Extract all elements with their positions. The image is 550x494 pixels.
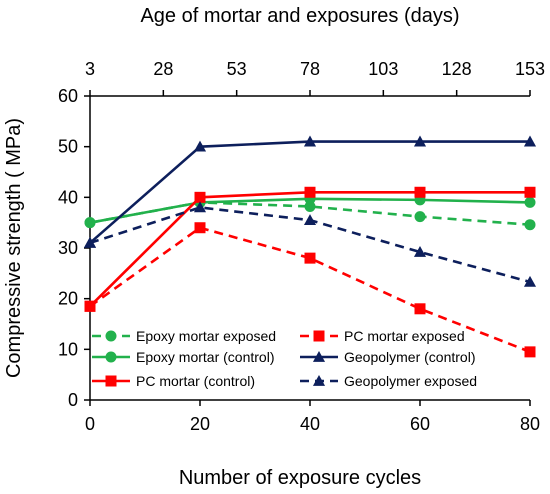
data-point <box>523 275 537 287</box>
data-point <box>193 140 207 152</box>
x-tick-label: 0 <box>85 414 95 434</box>
legend-item: PC mortar exposed <box>300 328 465 344</box>
data-point <box>312 374 326 386</box>
legend-label: Geopolymer (control) <box>344 349 476 365</box>
y-axis-title: Compressive strength ( MPa) <box>3 118 25 378</box>
legend-item: Epoxy mortar (control) <box>92 349 274 365</box>
data-point <box>524 186 536 198</box>
data-point <box>413 135 427 147</box>
legend-label: PC mortar (control) <box>136 373 255 389</box>
data-point <box>313 330 325 342</box>
legend-item: Geopolymer (control) <box>300 349 476 365</box>
data-point <box>414 186 426 198</box>
data-point <box>413 246 427 257</box>
data-point <box>524 346 536 358</box>
y-tick-label: 0 <box>68 390 78 410</box>
data-point <box>304 186 316 198</box>
y-tick-label: 60 <box>58 86 78 106</box>
data-point <box>84 300 96 312</box>
data-point <box>105 351 117 363</box>
x-tick-label: 80 <box>520 414 540 434</box>
data-point <box>105 330 117 342</box>
data-point <box>414 303 426 315</box>
top-tick-label: 78 <box>300 59 320 79</box>
data-point <box>194 191 206 203</box>
legend-item: Geopolymer exposed <box>300 373 477 389</box>
data-point <box>194 222 206 234</box>
top-tick-label: 153 <box>515 59 545 79</box>
data-point <box>303 135 317 147</box>
data-point <box>193 201 207 213</box>
legend-item: PC mortar (control) <box>92 373 255 389</box>
data-point <box>83 236 97 248</box>
data-point <box>303 214 317 225</box>
top-tick-label: 103 <box>368 59 398 79</box>
data-point <box>105 375 117 387</box>
series-pc-mortar-control <box>84 186 536 312</box>
x-tick-label: 20 <box>190 414 210 434</box>
data-point <box>312 350 326 362</box>
data-point <box>304 200 316 212</box>
legend: Epoxy mortar exposed PC mortar exposed Epo… <box>92 328 477 389</box>
legend-label: PC mortar exposed <box>344 328 465 344</box>
legend-label: Epoxy mortar exposed <box>136 328 276 344</box>
top-tick-label: 28 <box>153 59 173 79</box>
y-tick-label: 40 <box>58 187 78 207</box>
axes: 0 10 20 30 40 50 60 0 20 40 60 80 3 28 53 78 103 128 153 <box>58 59 545 434</box>
top-tick-label: 3 <box>85 59 95 79</box>
y-tick-label: 50 <box>58 137 78 157</box>
data-point <box>304 252 316 264</box>
legend-item: Epoxy mortar exposed <box>92 328 276 344</box>
legend-label: Epoxy mortar (control) <box>136 349 274 365</box>
data-point <box>414 211 426 223</box>
y-tick-label: 10 <box>58 339 78 359</box>
series-line <box>89 226 531 354</box>
data-point <box>84 217 96 229</box>
y-tick-label: 30 <box>58 238 78 258</box>
y-tick-label: 20 <box>58 289 78 309</box>
top-tick-label: 128 <box>442 59 472 79</box>
top-axis-title: Age of mortar and exposures (days) <box>140 5 459 27</box>
series-layer <box>83 135 537 358</box>
top-tick-label: 53 <box>227 59 247 79</box>
data-point <box>524 219 536 231</box>
x-tick-label: 60 <box>410 414 430 434</box>
series-geopolymer-exposed <box>83 201 537 287</box>
x-axis-title: Number of exposure cycles <box>179 467 421 489</box>
data-point <box>523 135 537 147</box>
legend-label: Geopolymer exposed <box>344 373 477 389</box>
x-tick-label: 40 <box>300 414 320 434</box>
data-point <box>524 196 536 208</box>
